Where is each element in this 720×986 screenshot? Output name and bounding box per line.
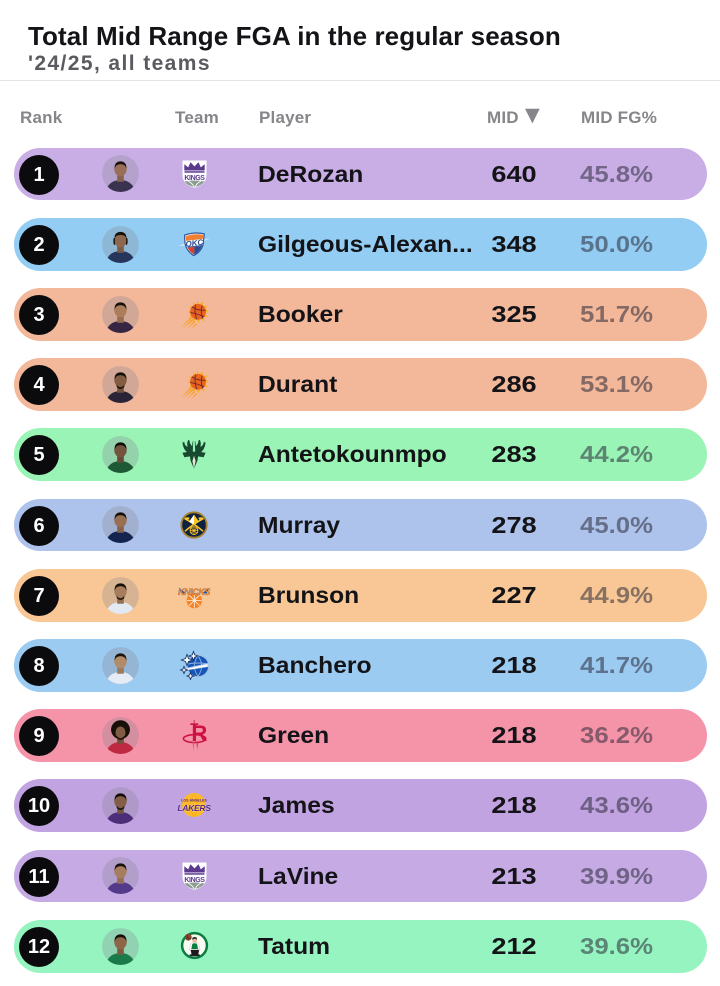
- svg-text:KINGS: KINGS: [184, 174, 205, 181]
- svg-text:OKC: OKC: [185, 237, 204, 248]
- svg-text:KINGS: KINGS: [184, 876, 205, 883]
- svg-text:R: R: [191, 721, 207, 746]
- svg-text:KNICKS: KNICKS: [178, 587, 210, 597]
- svg-text:LOS ANGELES: LOS ANGELES: [181, 799, 207, 803]
- svg-text:LAKERS: LAKERS: [177, 803, 211, 813]
